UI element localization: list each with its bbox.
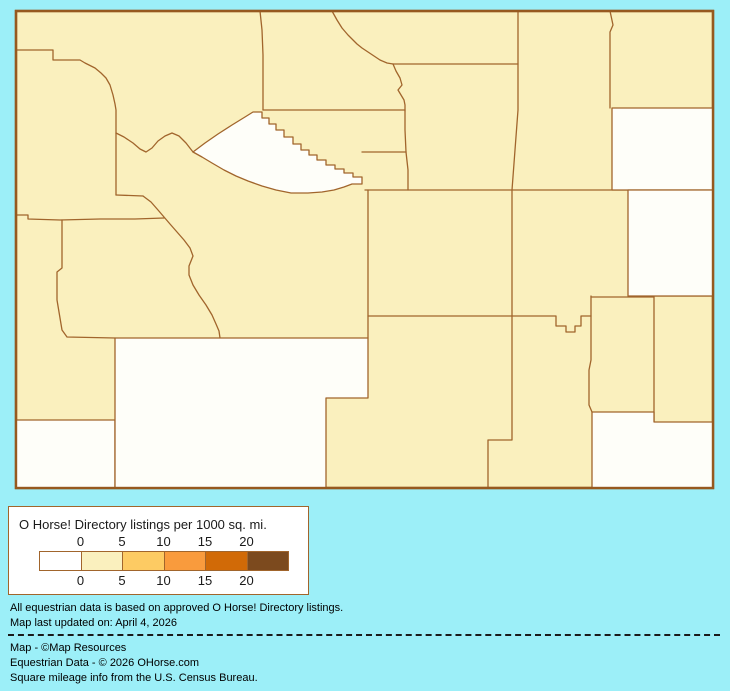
windriver-diagonal-line <box>142 195 221 339</box>
legend-color-scale <box>39 551 289 571</box>
legend-swatch-3 <box>163 551 206 571</box>
legend-ticks-top: 0 5 10 15 20 <box>9 534 308 550</box>
county-hot-springs[interactable] <box>192 111 363 194</box>
lincoln-east-line <box>56 219 116 339</box>
census-credit: Square mileage info from the U.S. Census… <box>10 672 258 684</box>
map-credit: Map - ©Map Resources <box>10 642 127 654</box>
teton-sublette-spur <box>115 194 144 197</box>
legend-swatch-5 <box>246 551 289 571</box>
legend-swatch-1 <box>80 551 123 571</box>
carbon-albany-line <box>487 315 513 489</box>
legend-swatch-2 <box>122 551 165 571</box>
park-bighorn-line <box>259 10 264 111</box>
equestrian-data-credit: Equestrian Data - © 2026 OHorse.com <box>10 657 200 669</box>
teton-park-line <box>15 49 117 196</box>
wyoming-county-map-svg <box>14 9 715 490</box>
county-uinta[interactable] <box>15 419 116 489</box>
legend-tick-top-0: 0 <box>76 534 85 549</box>
legend-ticks-bottom: 0 5 10 15 20 <box>9 573 308 589</box>
legend-tick-bottom-0: 0 <box>76 573 85 588</box>
legend-title: O Horse! Directory listings per 1000 sq.… <box>19 517 267 532</box>
county-laramie[interactable] <box>591 411 714 489</box>
legend-swatch-4 <box>205 551 248 571</box>
state-border <box>14 9 715 490</box>
county-weston[interactable] <box>611 107 714 191</box>
legend-tick-top-10: 10 <box>156 534 171 549</box>
campbell-crook-line <box>609 10 614 109</box>
dashed-divider <box>8 634 720 636</box>
park-fremont-line <box>115 132 194 153</box>
legend-tick-top-20: 20 <box>239 534 254 549</box>
natrona-albany-south-line <box>367 315 592 333</box>
county-niobrara[interactable] <box>627 189 714 297</box>
legend-tick-bottom-10: 10 <box>156 573 171 588</box>
legend-swatch-0 <box>39 551 82 571</box>
albany-platte-line <box>588 295 593 413</box>
legend-tick-bottom-20: 20 <box>239 573 254 588</box>
wyoming-county-map <box>14 9 715 490</box>
legend-tick-bottom-5: 5 <box>118 573 126 588</box>
data-source-note: All equestrian data is based on approved… <box>10 602 344 614</box>
last-updated-note: Map last updated on: April 4, 2026 <box>10 617 177 629</box>
legend-box: O Horse! Directory listings per 1000 sq.… <box>8 506 309 595</box>
legend-tick-top-15: 15 <box>197 534 213 549</box>
legend-tick-bottom-15: 15 <box>197 573 213 588</box>
bighorn-sheridan-line <box>331 10 394 65</box>
bighorn-johnson-line <box>392 63 406 112</box>
teton-south-line <box>15 214 165 221</box>
legend-tick-top-5: 5 <box>118 534 126 549</box>
campbell-west-line <box>511 10 519 191</box>
